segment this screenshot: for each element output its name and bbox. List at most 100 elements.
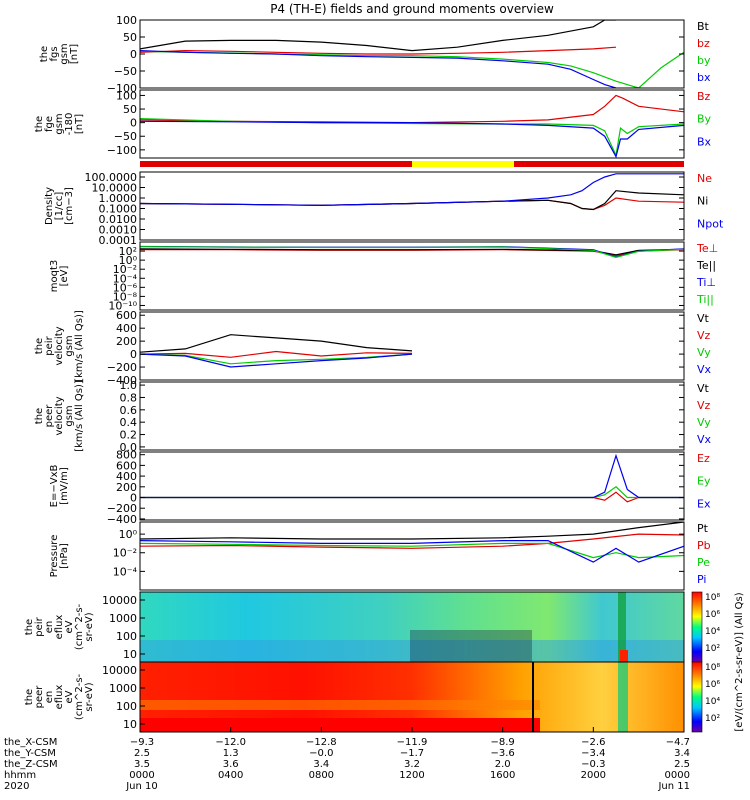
colorbar-label: [eV/(cm^2-s-sr-eV)] (All Qs) <box>734 592 745 731</box>
spec-ytick: 10000 <box>102 594 137 607</box>
series-fgs-0 <box>140 20 616 52</box>
ytick-label: 10⁻² <box>113 547 137 560</box>
xtick-t: 0000 <box>665 770 690 781</box>
ylabel-line: gsm <box>54 113 65 134</box>
legend-velocity2-1: Vz <box>697 399 711 412</box>
legend-efield-1: Ey <box>697 475 711 488</box>
peer-spectrogram-event <box>618 662 628 732</box>
xtick-z: −0.3 <box>581 759 605 770</box>
ytick-label: 50 <box>123 31 137 44</box>
ytick-label: 10² <box>119 245 137 258</box>
ytick-label: 600 <box>116 459 137 472</box>
legend-pressure-2: Pe <box>697 556 710 569</box>
mode-segment-2 <box>514 161 684 167</box>
ylabel-line: gsm <box>64 335 75 356</box>
colorbar-tick: 10⁸ <box>705 593 720 603</box>
ytick-label: 0 <box>130 492 137 505</box>
ytick-label: 0.6 <box>120 404 138 417</box>
xtick-t: 1600 <box>490 770 515 781</box>
ylabel-line: moqt3 <box>49 260 60 293</box>
spec-ylabel-line: peir <box>34 616 45 636</box>
xtick-x: −2.6 <box>581 737 605 748</box>
spec-ytick: 100 <box>116 700 137 713</box>
xaxis-row-label: hhmm <box>4 770 36 781</box>
ytick-label: 10⁻⁴ <box>113 565 138 578</box>
ylabel-line: [nT] <box>69 44 80 64</box>
ytick-label: 10⁻² <box>113 263 137 276</box>
panel-fgs: 100 50 0 −50 −100 the fgs gsm [nT] Bt bz by bx <box>39 14 711 95</box>
legend-efield-0: Ez <box>697 452 710 465</box>
xtick-y: 2.5 <box>134 748 150 759</box>
xtick-y: 1.3 <box>223 748 239 759</box>
ylabel-line: peer <box>44 404 55 428</box>
ytick-label: 0.1000 <box>99 203 138 216</box>
series-pressure-1 <box>140 533 684 549</box>
panel-density: 100.000010.00001.00000.10000.01000.00100… <box>44 171 724 247</box>
colorbar-tick: 10² <box>705 644 720 654</box>
legend-efield-2: Ex <box>697 497 711 510</box>
ytick-label: 10⁰ <box>119 254 138 267</box>
xaxis-row-label: the_Y-CSM <box>4 748 56 759</box>
xtick-x: −11.9 <box>397 737 428 748</box>
spec-ylabel-line: en <box>44 691 55 704</box>
series-velocity-3 <box>140 353 413 368</box>
legend-fgs-0: Bt <box>697 20 710 33</box>
xaxis-row-label: the_X-CSM <box>4 737 57 748</box>
series-fgs-1 <box>140 46 617 55</box>
ytick-label: 100 <box>116 89 137 102</box>
panel-pressure: 10⁰ 10⁻² 10⁻⁴ Pressure [nPa] Pt Pb Pe Pi <box>49 521 711 591</box>
ytick-label: −100 <box>107 82 137 95</box>
ytick-label: 200 <box>116 335 137 348</box>
panel-frame <box>139 241 685 311</box>
mode-segment-0 <box>140 161 412 167</box>
xtick-y: −1.7 <box>400 748 424 759</box>
legend-velocity2-3: Vx <box>697 433 712 446</box>
ylabel-line: [km/s (All Qs)] <box>74 310 85 382</box>
ytick-label: 0 <box>130 48 137 61</box>
panel-frame <box>139 381 685 451</box>
colorbar-tick: 10⁴ <box>705 627 720 637</box>
panel-frame <box>139 451 685 521</box>
ylabel-line: fge <box>44 116 55 132</box>
ylabel-line: velocity <box>54 396 65 435</box>
peir-spectrogram-burst <box>620 650 628 662</box>
ytick-label: 50 <box>123 103 137 116</box>
ytick-label: 1.0 <box>120 379 138 392</box>
spec-ylabel-line: peer <box>34 685 45 709</box>
legend-velocity-0: Vt <box>697 312 710 325</box>
ylabel-line: velocity <box>54 326 65 365</box>
colorbar-tick: 10⁶ <box>705 610 720 620</box>
spec-ytick: 10000 <box>102 664 137 677</box>
ytick-label: 0.0010 <box>99 224 138 237</box>
xtick-z: 3.5 <box>134 759 150 770</box>
legend-temperature-3: Ti|| <box>696 293 714 306</box>
series-pressure-0 <box>140 522 684 540</box>
ytick-label: 100.0000 <box>85 171 138 184</box>
ytick-label: 10⁻⁴ <box>113 272 138 285</box>
series-fge-2 <box>140 120 684 158</box>
series-efield-2 <box>140 453 684 499</box>
ytick-label: 10⁻⁶ <box>113 281 138 294</box>
series-temperature-3 <box>140 246 684 259</box>
chart-title: P4 (TH-E) fields and ground moments over… <box>270 2 554 16</box>
colorbar-tick: 10⁶ <box>705 680 720 690</box>
xtick-x: −9.3 <box>130 737 154 748</box>
legend-pressure-1: Pb <box>697 539 711 552</box>
peer-spectrogram-gap <box>532 662 534 732</box>
legend-fge-2: Bx <box>697 135 712 148</box>
legend-density-0: Ne <box>697 172 712 185</box>
legend-velocity-2: Vy <box>697 346 711 359</box>
ytick-label: −50 <box>114 65 137 78</box>
xtick-d: Jun 10 <box>125 781 158 792</box>
xtick-y: −3.6 <box>491 748 515 759</box>
ytick-label: 10⁻⁸ <box>113 290 138 303</box>
ylabel-line: the <box>34 408 45 424</box>
spec-ylabel-line: (cm^2-s- <box>74 603 85 650</box>
ytick-label: 0.8 <box>120 391 138 404</box>
ytick-label: −400 <box>107 513 137 526</box>
spec-ylabel-line: eV <box>64 690 75 703</box>
ylabel-line: [cm−3] <box>64 187 75 225</box>
